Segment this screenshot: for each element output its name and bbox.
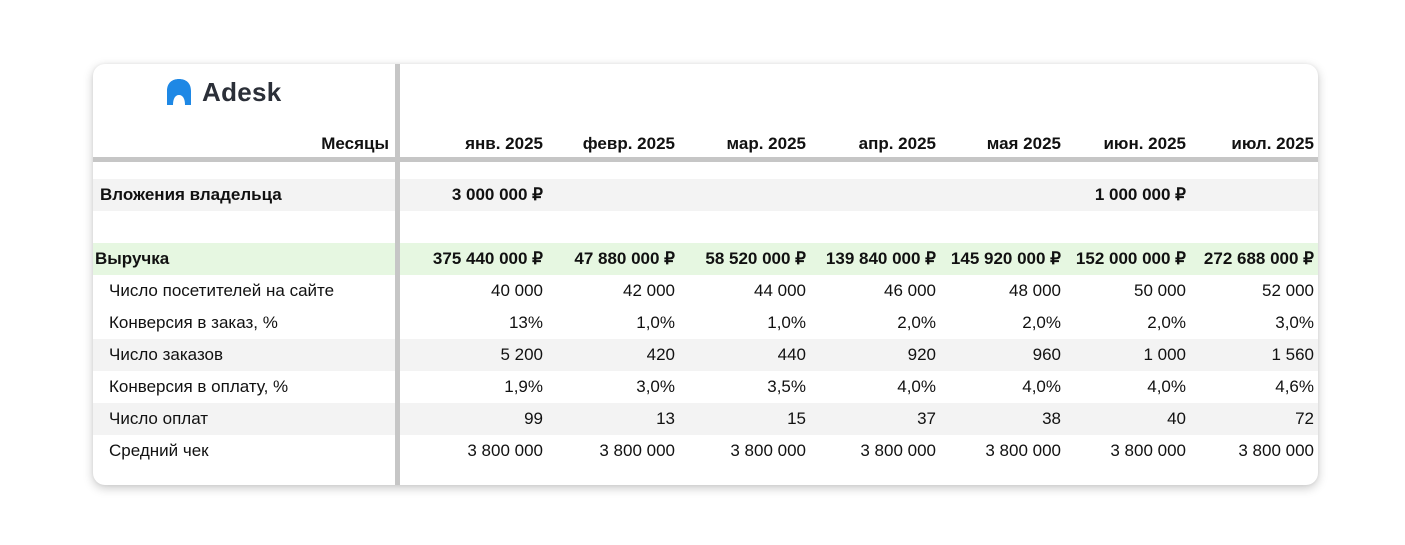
table-cell[interactable]: 960 (1032, 345, 1061, 364)
table-cell[interactable]: 3 800 000 (860, 441, 936, 460)
spreadsheet-card: Adesk Месяцы янв. 2025 февр. 2025 мар. 2… (93, 64, 1318, 485)
table-cell[interactable]: 42 000 (623, 281, 675, 300)
header-label: Месяцы (321, 134, 389, 153)
table-cell[interactable]: 50 000 (1134, 281, 1186, 300)
row-label[interactable]: Число оплат (109, 409, 209, 428)
table-cell[interactable]: 2,0% (1147, 313, 1186, 332)
table-cell[interactable]: 3 800 000 (1238, 441, 1314, 460)
table-cell[interactable]: 4,0% (1022, 377, 1061, 396)
table-cell[interactable]: 4,0% (897, 377, 936, 396)
month-header[interactable]: мар. 2025 (726, 134, 806, 153)
row-label[interactable]: Средний чек (109, 441, 209, 460)
row-label[interactable]: Вложения владельца (100, 185, 282, 204)
table-row: Число оплат 99 13 15 37 38 40 72 (93, 403, 1318, 435)
table-cell[interactable]: 72 (1295, 409, 1314, 428)
table-cell[interactable]: 13 (656, 409, 675, 428)
table-cell[interactable]: 37 (917, 409, 936, 428)
table-cell[interactable]: 4,6% (1275, 377, 1314, 396)
table-cell[interactable]: 139 840 000 ₽ (825, 249, 936, 268)
table-cell[interactable]: 99 (524, 409, 543, 428)
table-cell[interactable]: 44 000 (754, 281, 806, 300)
table-cell[interactable]: 3 000 000 ₽ (451, 185, 543, 204)
table-cell[interactable]: 38 (1042, 409, 1061, 428)
table-cell[interactable]: 3 800 000 (599, 441, 675, 460)
month-header[interactable]: июл. 2025 (1231, 134, 1314, 153)
table-cell[interactable]: 46 000 (884, 281, 936, 300)
header-row: Месяцы янв. 2025 февр. 2025 мар. 2025 ап… (93, 128, 1318, 160)
table-cell[interactable]: 1,9% (504, 377, 543, 396)
table-cell[interactable]: 48 000 (1009, 281, 1061, 300)
frozen-row-divider[interactable] (93, 157, 1318, 162)
table-cell[interactable]: 2,0% (1022, 313, 1061, 332)
table-cell[interactable]: 1,0% (636, 313, 675, 332)
row-label[interactable]: Конверсия в оплату, % (109, 377, 289, 396)
table-row: Средний чек 3 800 000 3 800 000 3 800 00… (93, 435, 1318, 467)
table-cell[interactable]: 13% (508, 313, 543, 332)
table-cell[interactable]: 420 (646, 345, 675, 364)
brand-name: Adesk (202, 77, 282, 107)
table-cell[interactable]: 3,5% (767, 377, 806, 396)
table-cell[interactable]: 1 000 000 ₽ (1094, 185, 1186, 204)
table-cell[interactable] (545, 179, 675, 211)
table-cell[interactable]: 272 688 000 ₽ (1203, 249, 1314, 268)
table-cell[interactable]: 3 800 000 (730, 441, 806, 460)
month-header[interactable]: мая 2025 (986, 134, 1061, 153)
table-row: Число заказов 5 200 420 440 920 960 1 00… (93, 339, 1318, 371)
table-cell[interactable]: 5 200 (500, 345, 543, 364)
table-cell[interactable]: 145 920 000 ₽ (950, 249, 1061, 268)
row-label[interactable]: Число посетителей на сайте (109, 281, 335, 300)
table-cell[interactable]: 40 000 (491, 281, 543, 300)
month-header[interactable]: янв. 2025 (465, 134, 543, 153)
row-label[interactable]: Выручка (95, 249, 170, 268)
table-cell[interactable] (931, 179, 1061, 211)
table-cell[interactable]: 3 800 000 (467, 441, 543, 460)
table-cell[interactable]: 440 (777, 345, 806, 364)
table-cell[interactable]: 58 520 000 ₽ (705, 249, 806, 268)
table-row: Число посетителей на сайте 40 000 42 000… (93, 275, 1318, 307)
table-cell[interactable]: 920 (907, 345, 936, 364)
adesk-logo-icon (167, 79, 191, 105)
table-cell[interactable] (676, 179, 806, 211)
revenue-row: Выручка 375 440 000 ₽ 47 880 000 ₽ 58 52… (93, 243, 1318, 275)
row-label[interactable]: Число заказов (109, 345, 224, 364)
table-cell[interactable]: 52 000 (1262, 281, 1314, 300)
table-cell[interactable]: 1,0% (767, 313, 806, 332)
owner-investment-row: Вложения владельца 3 000 000 ₽ 1 000 000… (93, 179, 1318, 211)
table-cell[interactable]: 3,0% (1275, 313, 1314, 332)
table-cell[interactable]: 47 880 000 ₽ (574, 249, 675, 268)
month-header[interactable]: апр. 2025 (858, 134, 936, 153)
table-cell[interactable]: 152 000 000 ₽ (1075, 249, 1186, 268)
table-row: Конверсия в заказ, % 13% 1,0% 1,0% 2,0% … (93, 307, 1318, 339)
table-cell[interactable] (1184, 179, 1314, 211)
table-cell[interactable]: 375 440 000 ₽ (432, 249, 543, 268)
table-cell[interactable]: 15 (787, 409, 806, 428)
table-cell[interactable]: 40 (1167, 409, 1186, 428)
frozen-column-divider[interactable] (395, 64, 400, 485)
table-cell[interactable]: 1 560 (1271, 345, 1314, 364)
month-header[interactable]: июн. 2025 (1103, 134, 1186, 153)
table-cell[interactable]: 3 800 000 (1110, 441, 1186, 460)
table-cell[interactable] (806, 179, 936, 211)
table-cell[interactable]: 3,0% (636, 377, 675, 396)
table-cell[interactable]: 3 800 000 (985, 441, 1061, 460)
brand-logo: Adesk (165, 78, 282, 106)
month-header[interactable]: февр. 2025 (582, 134, 675, 153)
table-cell[interactable]: 2,0% (897, 313, 936, 332)
table-cell[interactable]: 1 000 (1143, 345, 1186, 364)
table-cell[interactable]: 4,0% (1147, 377, 1186, 396)
table-row: Конверсия в оплату, % 1,9% 3,0% 3,5% 4,0… (93, 371, 1318, 403)
row-label[interactable]: Конверсия в заказ, % (109, 313, 278, 332)
